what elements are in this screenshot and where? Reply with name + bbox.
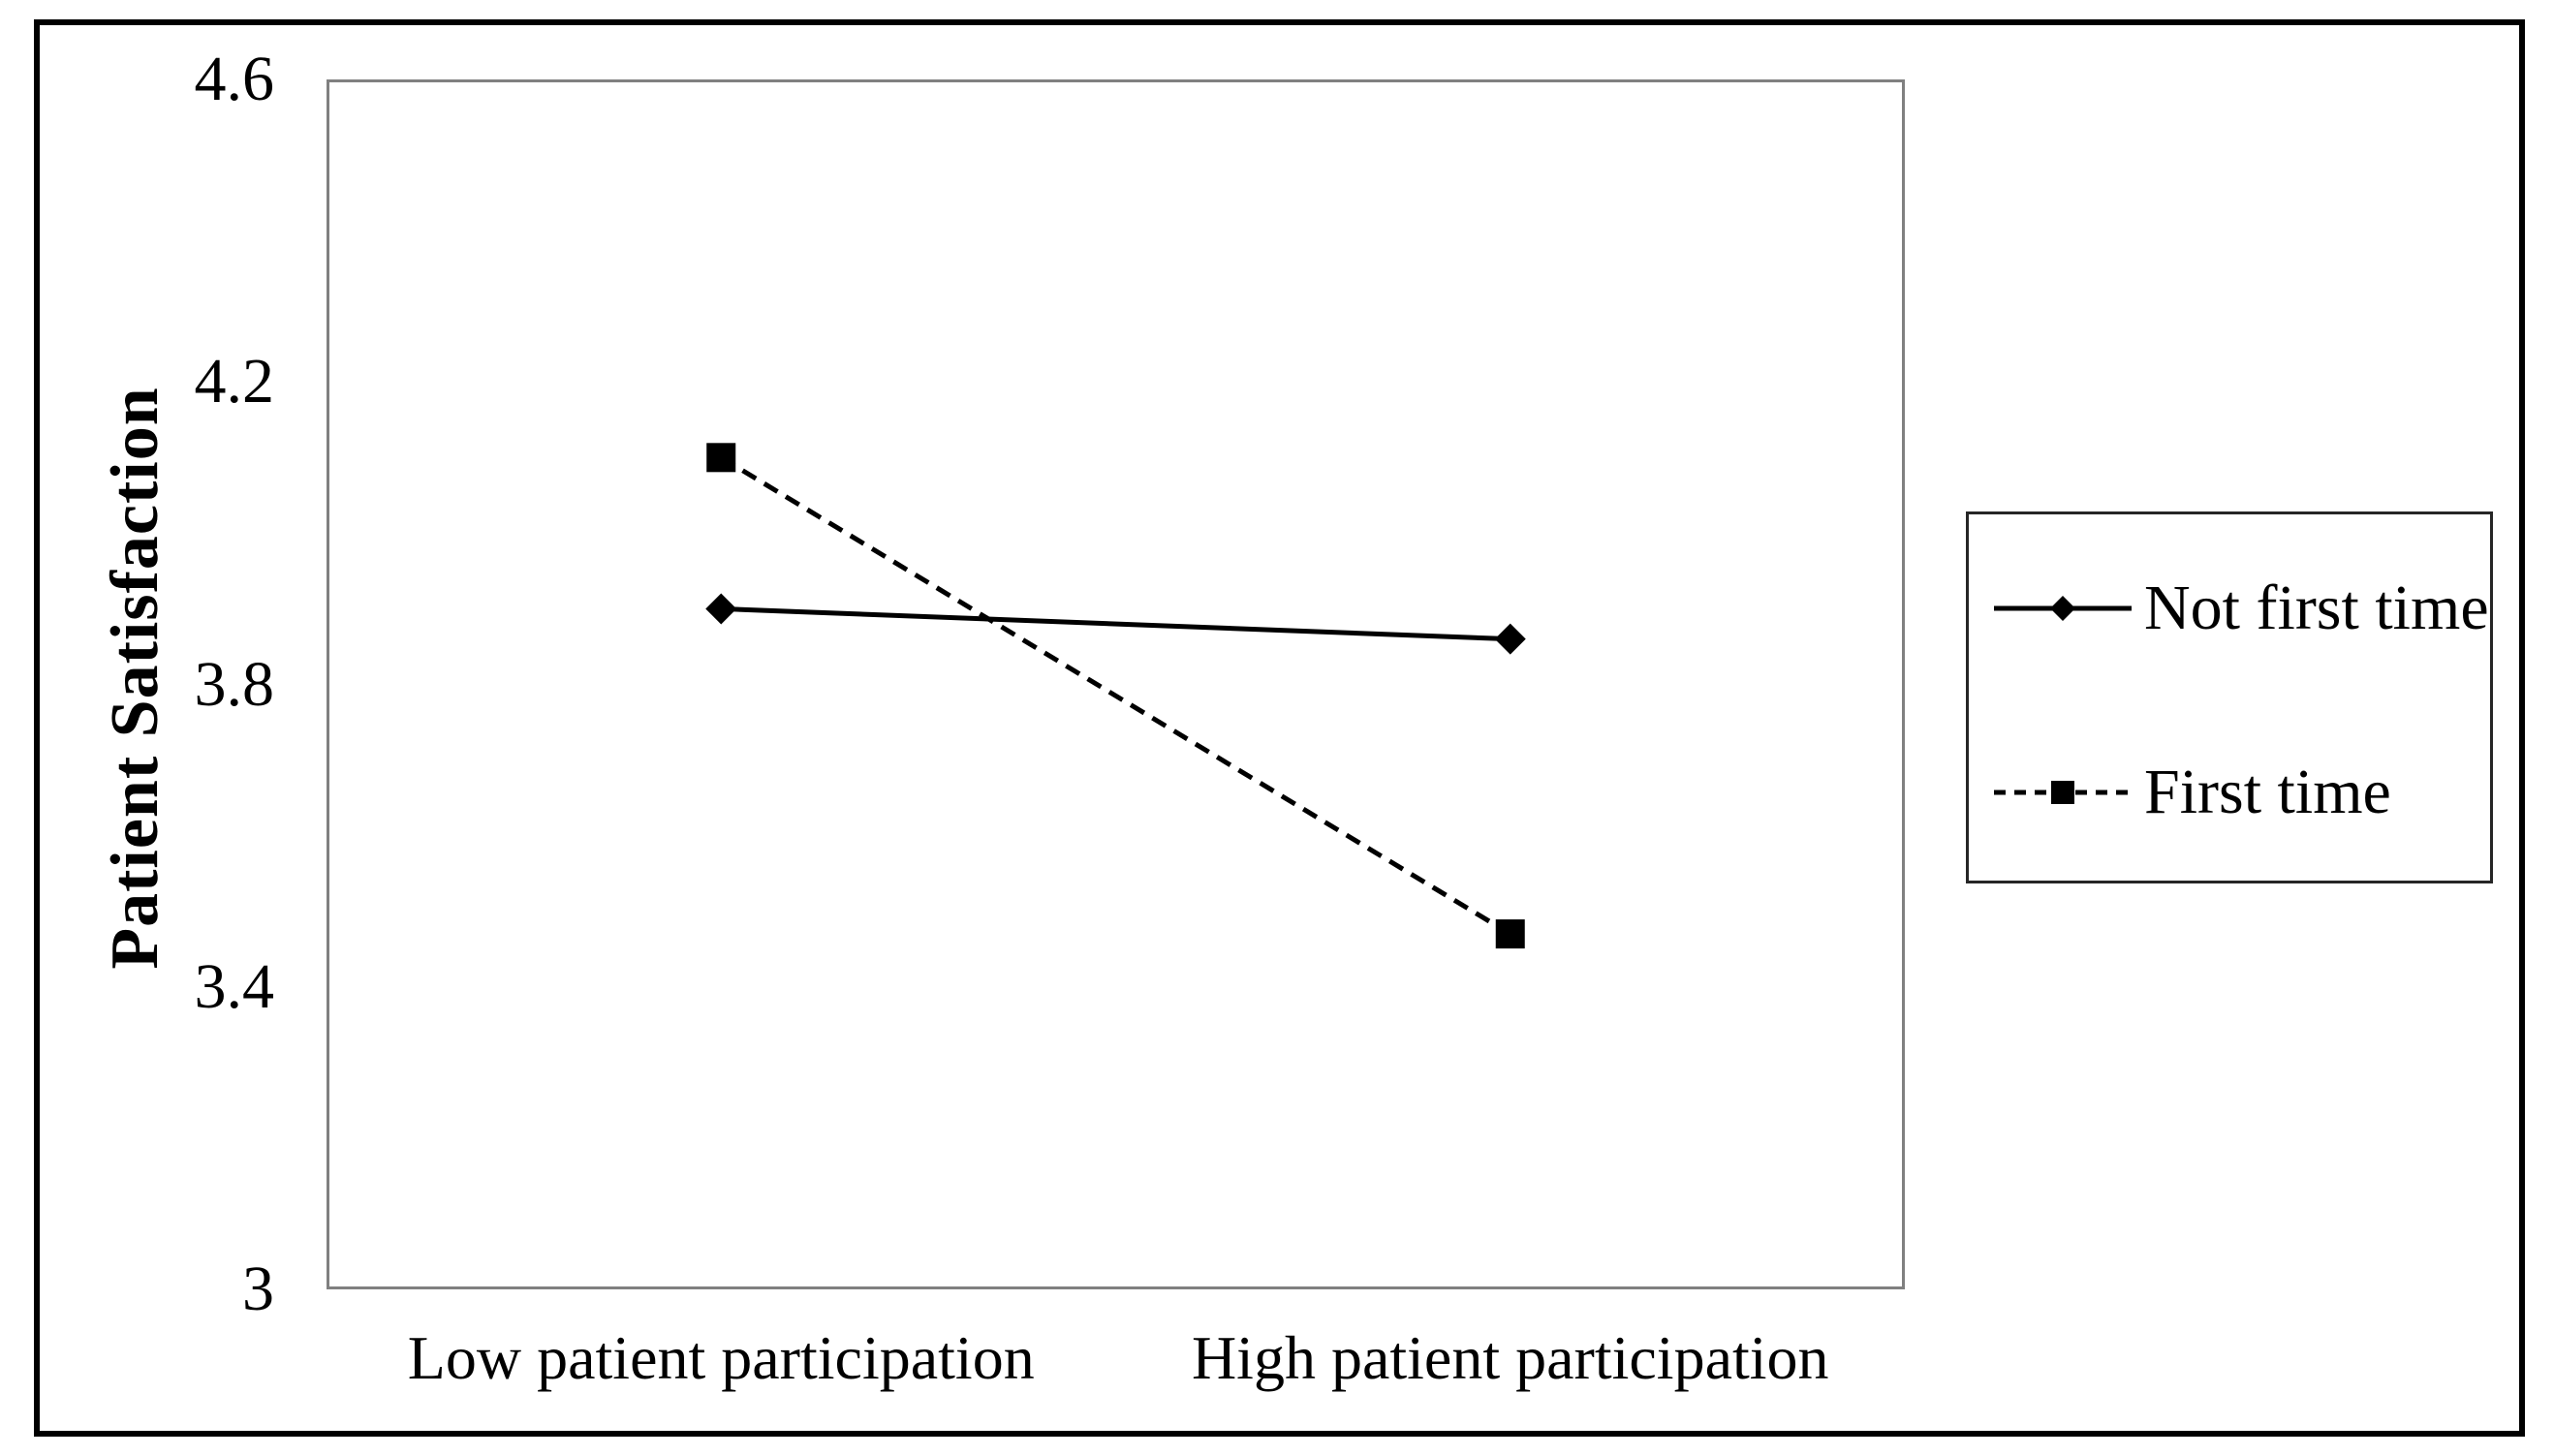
legend-sample-marker-square [2051, 781, 2074, 804]
legend-entry-first-time: First time [1994, 757, 2391, 827]
series-marker-diamond [1494, 623, 1526, 655]
legend-label-first-time: First time [2144, 757, 2391, 827]
legend-sample-solid-diamond-icon [1994, 596, 2132, 621]
legend-entry-not-first-time: Not first time [1994, 573, 2489, 643]
series-marker-diamond [705, 593, 737, 625]
series-line-not-first-time [721, 605, 1511, 642]
plot-area [327, 79, 1905, 1289]
y-tick-label: 3.4 [194, 950, 275, 1022]
x-axis-label-high: High patient participation [1191, 1323, 1829, 1392]
legend: Not first time First time [1966, 511, 2493, 883]
legend-label-not-first-time: Not first time [2144, 573, 2489, 643]
series-marker-square [1495, 919, 1525, 949]
legend-sample-marker-diamond [2050, 596, 2075, 621]
series-marker-square [706, 443, 736, 473]
y-tick-label: 3 [242, 1254, 274, 1324]
y-tick-label: 3.8 [194, 648, 275, 720]
legend-sample-dashed-square-icon [1994, 781, 2132, 804]
y-tick-label: 4.6 [194, 44, 275, 114]
y-tick-label: 4.2 [194, 346, 275, 418]
x-axis-label-low: Low patient participation [407, 1323, 1035, 1392]
series-line-first-time [719, 455, 1512, 937]
